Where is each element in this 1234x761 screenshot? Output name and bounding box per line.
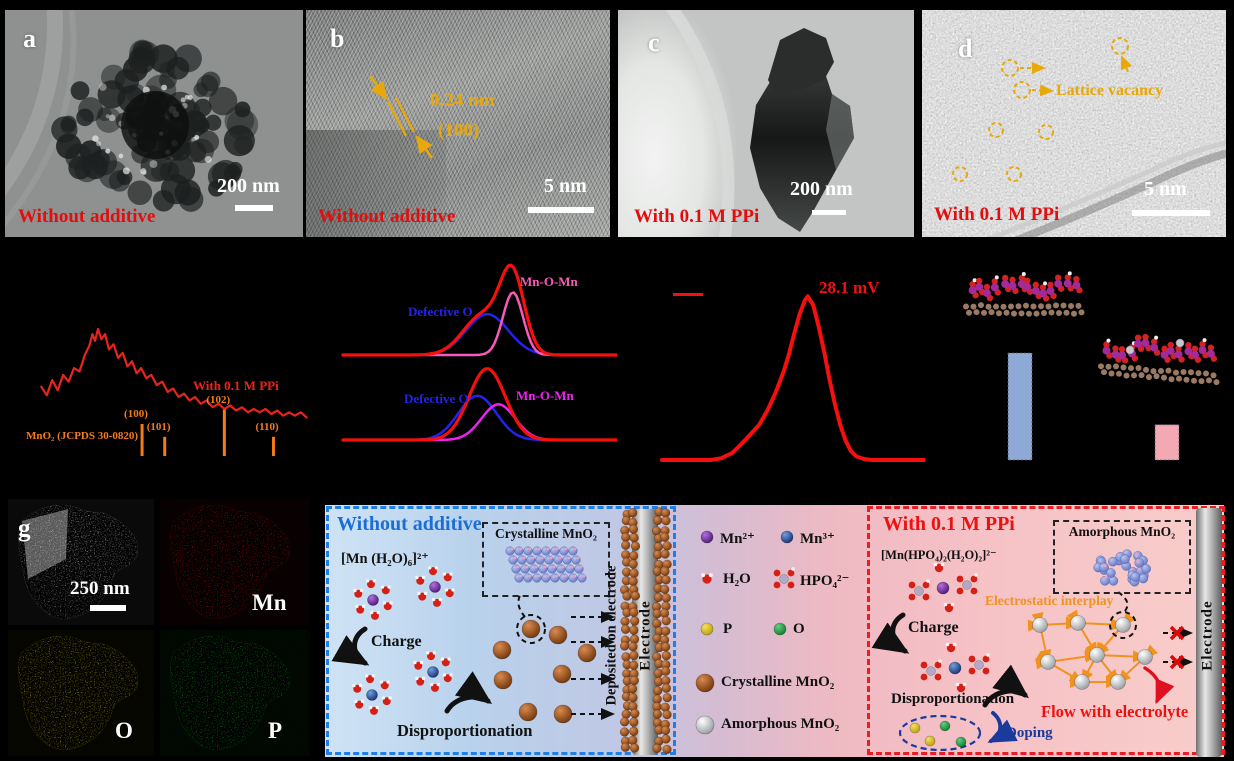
charge-label-right: Charge bbox=[908, 619, 959, 636]
legend-h2o-label: H₂O bbox=[723, 571, 751, 587]
stem-map bbox=[8, 499, 154, 625]
xps-defective-o-label-bottom: Defective O bbox=[404, 391, 469, 406]
left-title: Without additive bbox=[337, 513, 482, 535]
xps-mnomn-label-bottom: Mn-O-Mn bbox=[516, 388, 574, 403]
scale-bar bbox=[528, 207, 594, 213]
zeta-value-label: 28.1 mV bbox=[819, 278, 880, 297]
scale-bar bbox=[90, 605, 126, 611]
legend-hpo4-label: HPO₄²⁻ bbox=[800, 573, 850, 589]
dispro-label-right: Disproportionation bbox=[891, 691, 1015, 707]
hrtem-image-d bbox=[922, 10, 1226, 237]
lattice-annotation bbox=[368, 75, 434, 159]
xrd-plot bbox=[40, 327, 308, 456]
panel-letter: c bbox=[648, 28, 660, 57]
legend-mn2-label: Mn²⁺ bbox=[720, 531, 755, 547]
scale-label: 250 nm bbox=[70, 578, 130, 599]
legend-line bbox=[673, 293, 703, 296]
plane-label: (100) bbox=[438, 120, 480, 141]
legend-p-label: P bbox=[723, 621, 733, 637]
vacancy-label: Lattice vacancy bbox=[1056, 82, 1164, 99]
sample-label: With 0.1 M PPi bbox=[634, 206, 760, 227]
charge-label-left: Charge bbox=[371, 633, 422, 650]
electrostatic-interplay-label: Electrostatic interplay bbox=[985, 593, 1114, 608]
xps-mnomn-label-top: Mn-O-Mn bbox=[520, 274, 578, 289]
amorphous-mno2-box: Amorphous MnO₂ bbox=[1053, 520, 1191, 594]
xps-plot bbox=[341, 263, 617, 442]
zeta-plot bbox=[660, 294, 925, 462]
dispro-label-left: Disproportionation bbox=[397, 721, 533, 740]
scale-label: 5 nm bbox=[544, 175, 587, 197]
hkl-101: (101) bbox=[146, 420, 171, 433]
tem-image-c bbox=[618, 10, 854, 237]
electrode-rod-right bbox=[1196, 508, 1222, 757]
scale-label: 5 nm bbox=[1144, 178, 1187, 200]
p-map-label: P bbox=[268, 718, 283, 743]
scale-bar bbox=[1132, 210, 1210, 216]
panel-g-eds-maps bbox=[8, 499, 310, 756]
panel-c-tem: c 200 nm With 0.1 M PPi bbox=[618, 10, 914, 237]
mechanism-schematic: Without additive [Mn (H₂O)₆]²⁺ Charge Di… bbox=[325, 505, 1225, 757]
d-spacing-label: 0.24 nm bbox=[430, 90, 495, 111]
panel-e-xrd: With 0.1 M PPi MnO₂ (JCPDS 30-0820) (100… bbox=[0, 248, 308, 483]
sample-label: Without additive bbox=[18, 206, 156, 227]
xps-defective-o-label-top: Defective O bbox=[408, 304, 473, 319]
right-precursor-formula: [Mn(HPO₄)₂(H₂O)₂]²⁻ bbox=[881, 548, 997, 562]
legend-o-label: O bbox=[793, 621, 805, 637]
left-precursor-formula: [Mn (H₂O)₆]²⁺ bbox=[341, 551, 429, 567]
crystalline-mno2-box: Crystalline MnO₂ bbox=[482, 522, 610, 597]
sample-label: With 0.1 M PPi bbox=[934, 204, 1060, 225]
panel-d-hrtem: d Lattice vacancy 5 nm With 0.1 M PPi bbox=[922, 10, 1226, 237]
o-map bbox=[8, 630, 154, 756]
p-map bbox=[160, 630, 310, 756]
scale-bar bbox=[812, 210, 846, 215]
panel-letter: b bbox=[330, 24, 345, 53]
legend-crystalline-label: Crystalline MnO₂ bbox=[721, 674, 835, 690]
scale-label: 200 nm bbox=[217, 175, 280, 197]
xrd-series-label: With 0.1 M PPi bbox=[193, 378, 279, 393]
panel-letter: g bbox=[18, 515, 31, 542]
legend-mn3-label: Mn³⁺ bbox=[800, 531, 835, 547]
panel-f-xps: Defective O Mn-O-Mn Defective O Mn-O-Mn bbox=[308, 248, 617, 483]
panel-letter: d bbox=[958, 34, 973, 63]
o-map-label: O bbox=[115, 718, 133, 743]
panel-adsorption bbox=[925, 248, 1234, 483]
amorphous-mno2-label: Amorphous MnO₂ bbox=[1068, 524, 1176, 539]
flow-with-electrolyte-label: Flow with electrolyte bbox=[1041, 702, 1189, 721]
panel-letter: a bbox=[23, 24, 36, 53]
schematic-graphics bbox=[331, 507, 1193, 755]
legend-amorphous-label: Amorphous MnO₂ bbox=[721, 716, 840, 732]
scale-bar bbox=[235, 205, 273, 211]
tem-image-a bbox=[5, 10, 259, 228]
hkl-110: (110) bbox=[255, 420, 279, 433]
adsorption-bar-plot bbox=[963, 271, 1220, 461]
deposited-on-electrode-label: Deposited on electrode bbox=[603, 565, 620, 706]
electrode-label-right: Electrode bbox=[1199, 600, 1216, 671]
mn-map bbox=[160, 499, 310, 625]
electrode-label-left: Electrode bbox=[637, 600, 654, 671]
panel-b-hrtem: b 0.24 nm (100) 5 nm Without additive bbox=[306, 10, 610, 237]
hkl-102: (102) bbox=[206, 393, 231, 406]
xrd-reference-label: MnO₂ (JCPDS 30-0820) bbox=[26, 430, 139, 442]
right-title: With 0.1 M PPi bbox=[883, 513, 1015, 535]
panel-zeta: 28.1 mV bbox=[617, 248, 925, 483]
crystalline-mno2-label: Crystalline MnO₂ bbox=[495, 526, 597, 541]
panel-a-tem: a 200 nm Without additive bbox=[5, 10, 303, 237]
doping-label: Doping bbox=[1006, 725, 1053, 741]
hkl-100: (100) bbox=[124, 408, 148, 420]
scale-label: 200 nm bbox=[790, 178, 853, 200]
mn-map-label: Mn bbox=[252, 590, 287, 615]
sample-label: Without additive bbox=[318, 206, 456, 227]
